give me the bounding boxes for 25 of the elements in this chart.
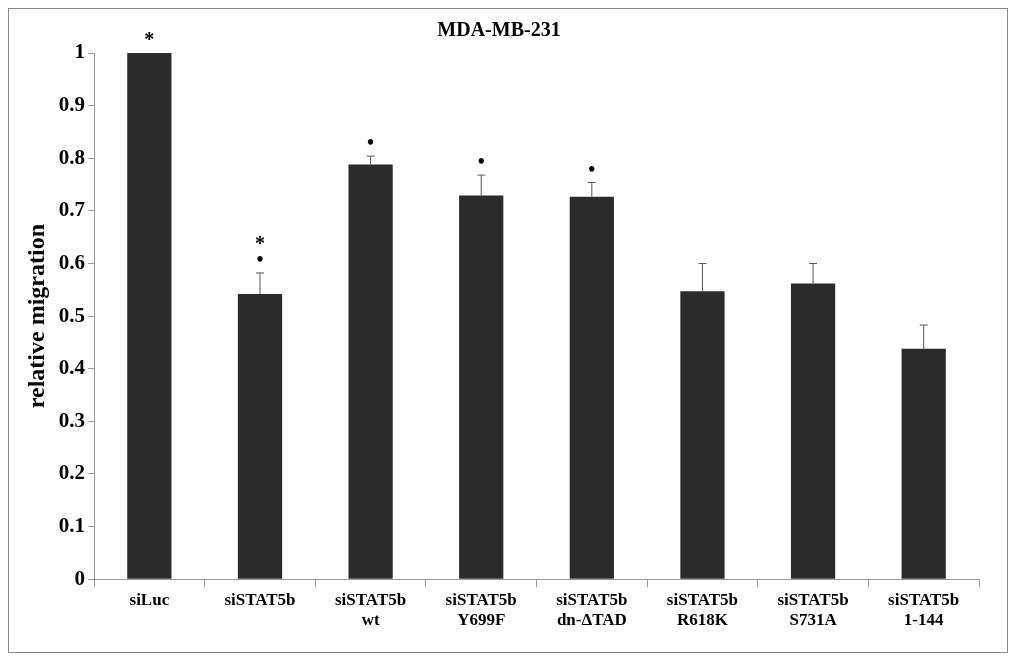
x-tick-label: siSTAT5b 1-144 <box>888 589 960 630</box>
y-tick-label: 1 <box>74 39 86 64</box>
y-tick-label: 0.9 <box>58 92 86 117</box>
y-tick-label: 0.6 <box>58 249 86 274</box>
annotation: • <box>367 131 375 154</box>
x-tick-label: siLuc <box>129 589 170 609</box>
chart-title: MDA-MB-231 <box>437 18 561 41</box>
annotation: * <box>144 28 155 51</box>
x-tick-label: siSTAT5b dn-ΔTAD <box>556 589 628 630</box>
y-tick-label: 0.2 <box>58 460 86 485</box>
y-tick-label: 0.1 <box>58 513 86 537</box>
y-tick-label: 0 <box>74 565 86 590</box>
x-tick-label: siSTAT5b S731A <box>777 589 849 630</box>
x-tick-label: siSTAT5b <box>224 589 296 609</box>
y-tick-label: 0.3 <box>58 407 86 432</box>
y-tick-label: 0.5 <box>58 302 86 327</box>
annotation: • <box>477 150 485 173</box>
y-tick-label: 0.7 <box>58 197 86 222</box>
x-tick-label: siSTAT5b wt <box>335 589 407 630</box>
x-tick-label: siSTAT5b R618K <box>666 589 739 630</box>
x-tick-label: siSTAT5b Y699F <box>445 589 517 630</box>
annotation: • <box>588 157 596 180</box>
y-tick-label: 0.4 <box>58 355 86 380</box>
y-axis-title: relative migration <box>22 224 49 409</box>
y-tick-label: 0.8 <box>58 144 86 169</box>
